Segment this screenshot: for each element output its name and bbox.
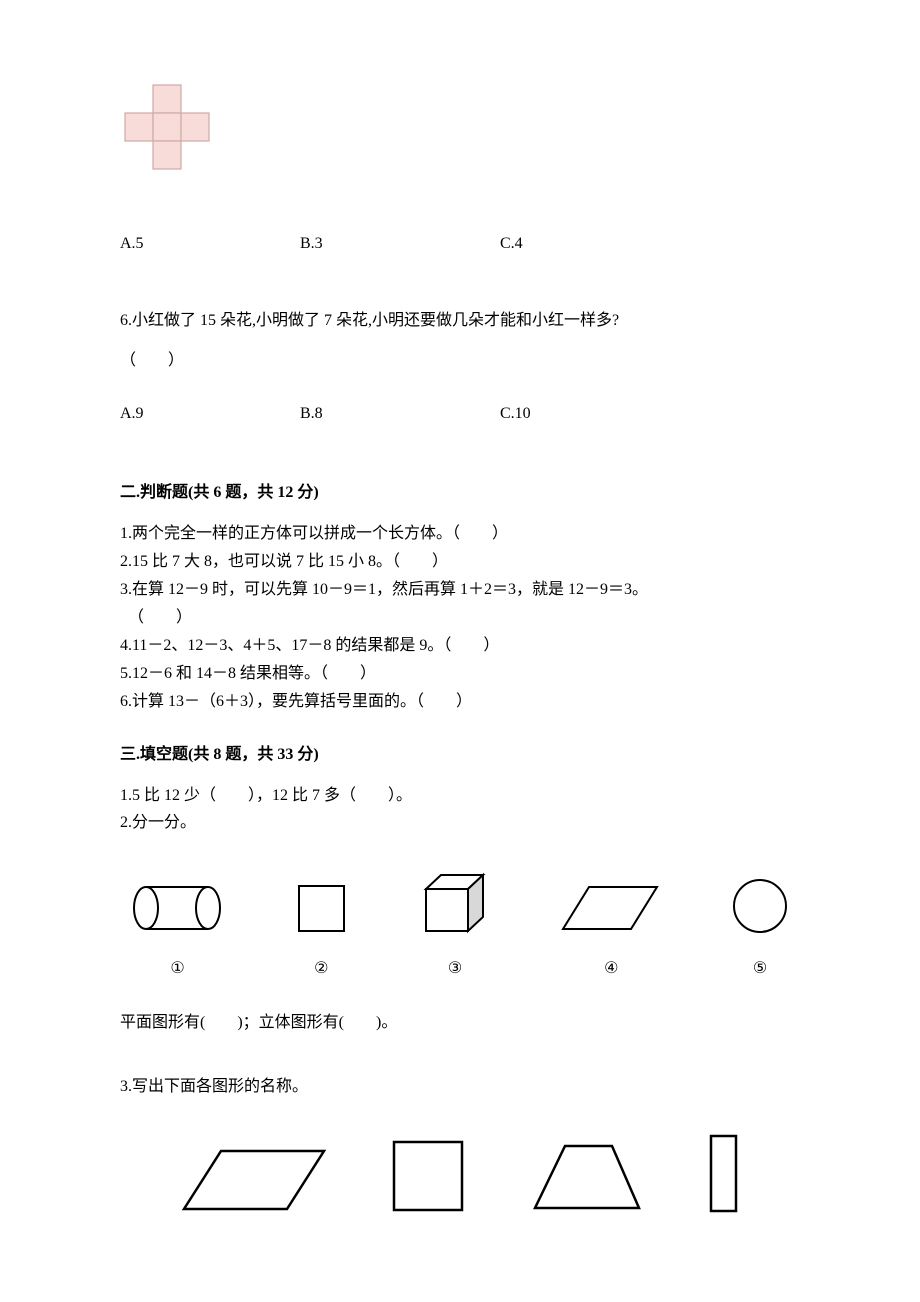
section3-title: 三.填空题(共 8 题，共 33 分) (120, 740, 800, 764)
shape-circle: ⑤ (730, 876, 790, 978)
judge-item: 3.在算 12－9 时，可以先算 10－9＝1，然后再算 1＋2＝3，就是 12… (120, 576, 800, 604)
judge-item: 6.计算 13－（6＋3），要先算括号里面的。（ ） (120, 688, 800, 716)
q6-paren: （ ） (120, 346, 800, 370)
shape-label-1: ① (170, 958, 184, 978)
parallelogram-icon (561, 881, 661, 936)
q3-square-icon (388, 1136, 468, 1216)
section2-title: 二.判断题(共 6 题，共 12 分) (120, 478, 800, 502)
cube-icon (418, 871, 493, 936)
q3-text: 3.写出下面各图形的名称。 (120, 1072, 800, 1096)
q5-choices-row: A.5 B.3 C.4 (120, 235, 800, 253)
q5-choice-c: C.4 (500, 235, 680, 253)
q3-shapes-row (120, 1131, 800, 1216)
judge-item: 2.15 比 7 大 8，也可以说 7 比 15 小 8。（ ） (120, 548, 800, 576)
q3-trapezoid-icon (527, 1136, 647, 1216)
shape-label-2: ② (314, 958, 328, 978)
cross-shape-figure (120, 80, 800, 185)
judge-item: 1.两个完全一样的正方体可以拼成一个长方体。（ ） (120, 520, 800, 548)
shape-cylinder: ① (130, 881, 225, 978)
shape-cube: ③ (418, 871, 493, 978)
q5-choice-b: B.3 (300, 235, 500, 253)
q3-rectangle-icon (706, 1131, 741, 1216)
q2-shapes-row: ① ② ③ ④ ⑤ (120, 871, 800, 978)
fill-q2: 2.分一分。 (120, 809, 800, 836)
cylinder-icon (130, 881, 225, 936)
q5-choice-a: A.5 (120, 235, 300, 253)
q6-choice-c: C.10 (500, 405, 680, 423)
shape-label-5: ⑤ (753, 958, 767, 978)
q6-text: 6.小红做了 15 朵花,小明做了 7 朵花,小明还要做几朵才能和小红一样多? (120, 308, 800, 334)
q6-choice-b: B.8 (300, 405, 500, 423)
cross-svg (120, 80, 220, 180)
q2-sentence: 平面图形有( )；立体图形有( )。 (120, 1008, 800, 1032)
shape-parallelogram: ④ (561, 881, 661, 978)
square-icon (294, 881, 349, 936)
q6-choice-a: A.9 (120, 405, 300, 423)
judge-item: （ ） (120, 604, 800, 632)
shape-square: ② (294, 881, 349, 978)
circle-icon (730, 876, 790, 936)
q3-parallelogram-icon (179, 1141, 329, 1216)
shape-label-3: ③ (448, 958, 462, 978)
q6-choices-row: A.9 B.8 C.10 (120, 405, 800, 423)
shape-label-4: ④ (604, 958, 618, 978)
judge-item: 4.11－2、12－3、4＋5、17－8 的结果都是 9。（ ） (120, 632, 800, 660)
fill-q1: 1.5 比 12 少（ ），12 比 7 多（ ）。 (120, 782, 800, 809)
judge-item: 5.12－6 和 14－8 结果相等。（ ） (120, 660, 800, 688)
